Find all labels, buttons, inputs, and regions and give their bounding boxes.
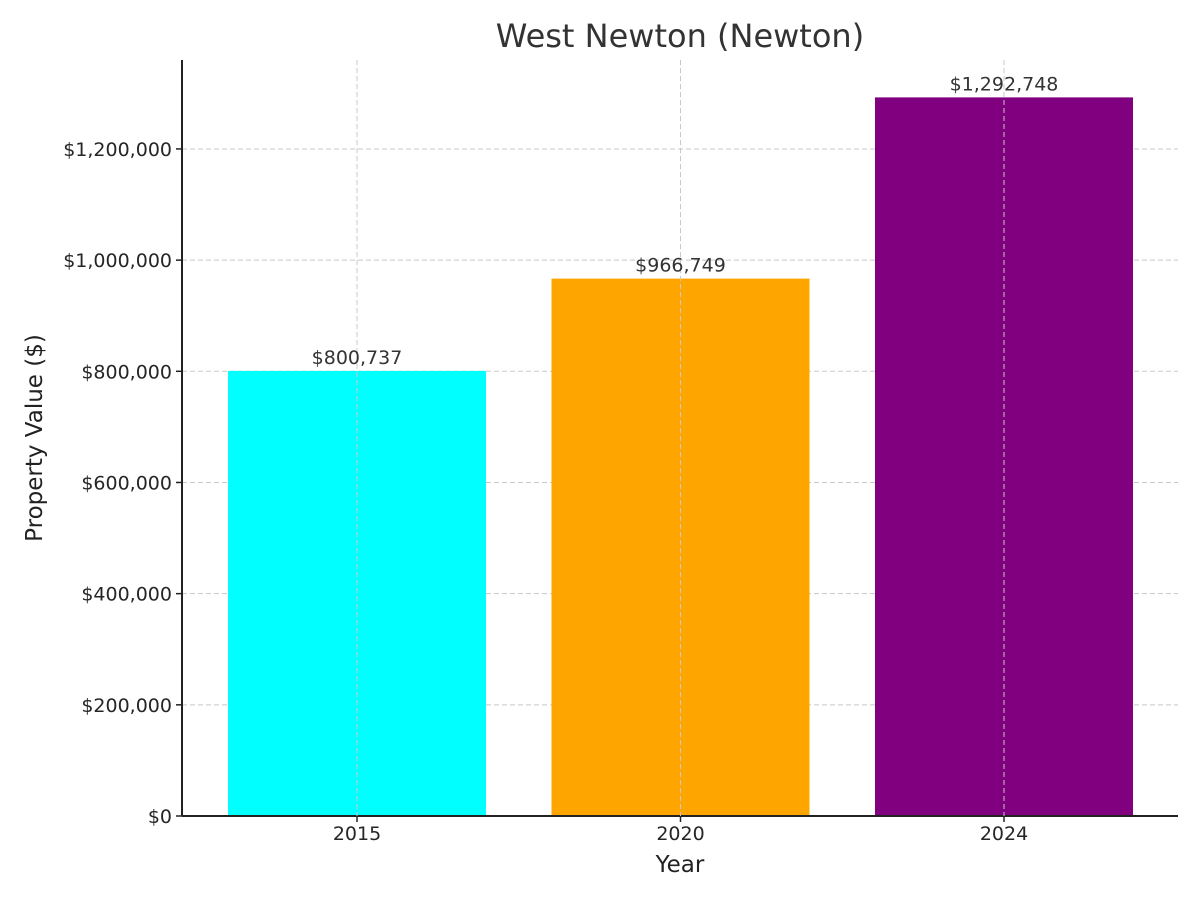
- tick-labels: $0 $200,000 $400,000 $600,000 $800,000 $1,000…: [63, 139, 1028, 845]
- y-tick-label: $200,000: [81, 695, 172, 717]
- y-tick-label: $1,000,000: [63, 250, 172, 272]
- x-axis-label: Year: [655, 852, 705, 878]
- y-axis-label: Property Value ($): [22, 334, 48, 542]
- y-tick-label: $800,000: [81, 361, 172, 383]
- x-tick-label: 2024: [980, 823, 1028, 845]
- bar-value-label: $800,737: [312, 347, 403, 369]
- bar-value-label: $1,292,748: [950, 73, 1059, 95]
- y-tick-label: $1,200,000: [63, 139, 172, 161]
- x-tick-label: 2015: [333, 823, 381, 845]
- chart-title: West Newton (Newton): [496, 17, 864, 55]
- y-tick-label: $600,000: [81, 472, 172, 494]
- y-tick-label: $400,000: [81, 584, 172, 606]
- bar-value-label: $966,749: [635, 255, 726, 277]
- value-labels: $800,737 $966,749 $1,292,748: [312, 60, 1059, 816]
- x-tick-label: 2020: [656, 823, 704, 845]
- y-tick-label: $0: [148, 806, 172, 828]
